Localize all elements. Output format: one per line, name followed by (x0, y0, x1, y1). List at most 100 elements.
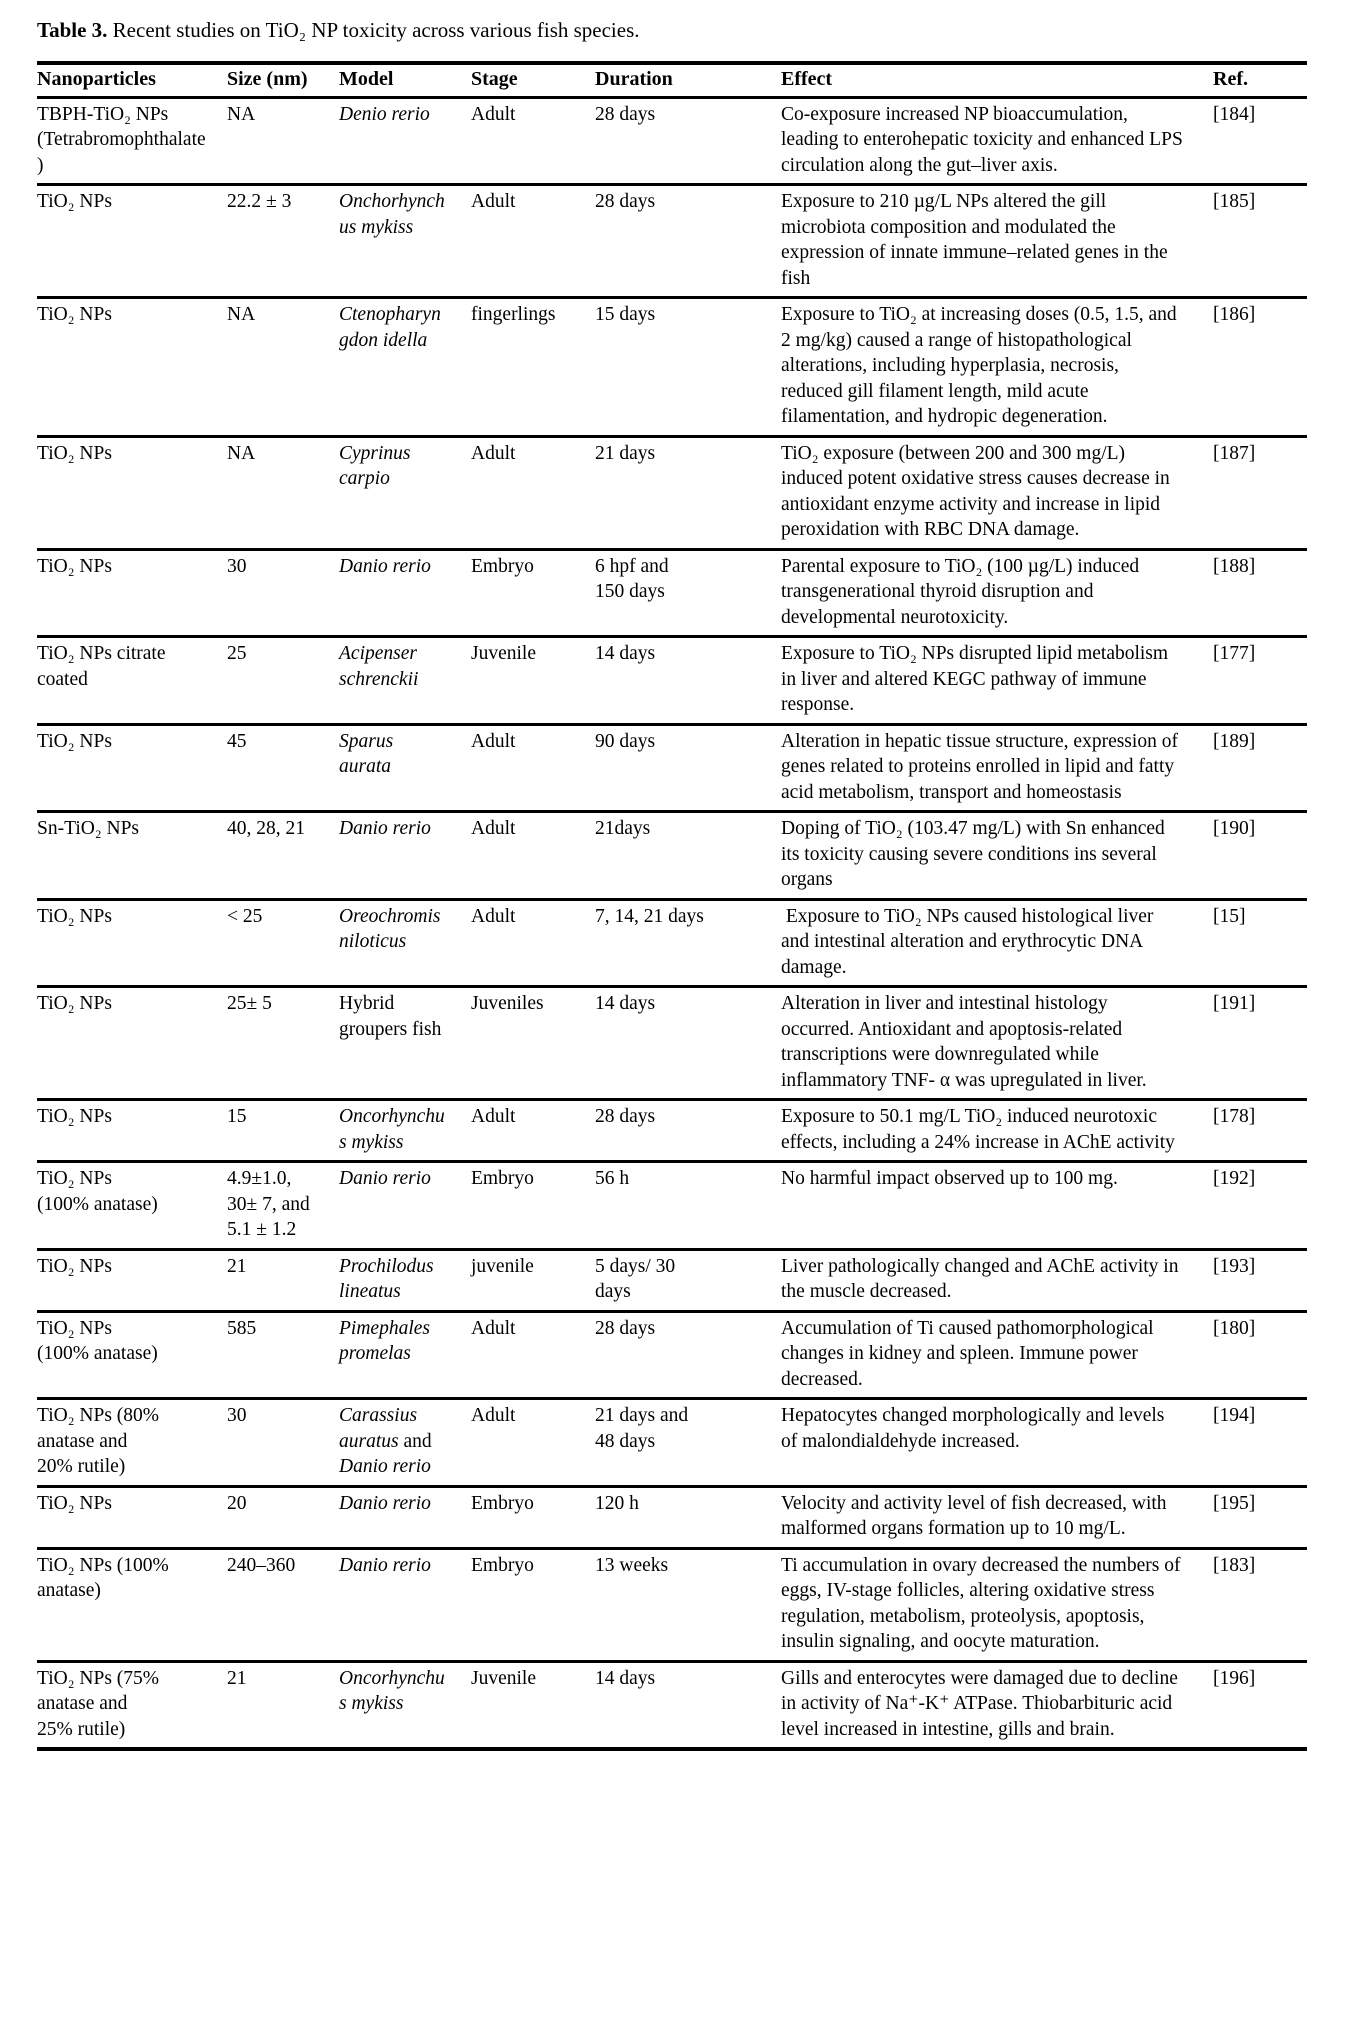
cell-duration: 14 days (595, 1667, 656, 1689)
cell-model: Pimephales promelas (339, 1311, 471, 1399)
cell-stage: juvenile (471, 1255, 534, 1277)
cell-stage: Embryo (471, 555, 534, 577)
cell-ref: [192] (1213, 1168, 1256, 1189)
page: { "title": { "label": "Table 3.", "text"… (0, 16, 1345, 2018)
cell-duration: 7, 14, 21 days (595, 905, 704, 927)
cell-effect: Exposure to TiO₂ at increasing doses (0.… (781, 304, 1182, 427)
cell-stage: Juvenile (471, 1667, 536, 1689)
cell-size: 45 (227, 730, 247, 752)
cell-effect: Ti accumulation in ovary decreased the n… (781, 1554, 1186, 1653)
cell-model: Hybrid groupers fish (339, 987, 471, 1100)
column-header-nanoparticles: Nanoparticles (37, 68, 156, 90)
cell-nanoparticles: TiO₂ NPs (100% anatase) (37, 1317, 158, 1365)
table-row: TiO₂ NPs 21 Prochilodus lineatus juvenile 5 … (37, 1249, 1307, 1311)
species-name: Carassius auratus (339, 1405, 422, 1452)
cell-ref: [190] (1213, 818, 1256, 839)
cell-size: 40, 28, 21 (227, 818, 305, 839)
cell-effect: Velocity and activity level of fish decr… (781, 1492, 1172, 1540)
cell-model: Denio rerio (339, 97, 471, 185)
cell-duration: 28 days (595, 1106, 656, 1127)
cell-effect: Hepatocytes changed morphologically and … (781, 1405, 1170, 1452)
cell-ref: [186] (1213, 304, 1256, 325)
cell-duration: 14 days (595, 993, 656, 1014)
cell-ref: [183] (1213, 1554, 1256, 1576)
cell-duration: 5 days/ 30 days (595, 1255, 676, 1303)
cell-nanoparticles: TiO₂ NPs (37, 442, 112, 464)
species-name: Sparus aurata (339, 730, 399, 778)
cell-duration: 21 days (595, 442, 656, 464)
cell-effect: Accumulation of Ti caused pathomorpholog… (781, 1317, 1159, 1390)
cell-stage: Embryo (471, 1554, 534, 1576)
cell-nanoparticles: TiO₂ NPs (100% anatase) (37, 1168, 158, 1215)
table-row: TiO₂ NPs (80% anatase and 20% rutile) 30 C… (37, 1399, 1307, 1487)
cell-ref: [189] (1213, 730, 1256, 752)
cell-ref: [180] (1213, 1317, 1256, 1339)
cell-stage: Adult (471, 1405, 516, 1426)
species-name: Danio rerio (339, 818, 431, 839)
cell-duration: 21 days and 48 days (595, 1405, 689, 1452)
table-row: TiO₂ NPs 30 Danio rerio Embryo 6 hpf and 150… (37, 549, 1307, 637)
cell-effect: Exposure to TiO₂ NPs caused histological… (781, 905, 1159, 978)
cell-nanoparticles: TiO₂ NPs (37, 993, 112, 1014)
cell-stage: Adult (471, 442, 516, 464)
species-name: Oreochromis niloticus (339, 905, 446, 953)
species-name: Danio rerio (339, 1554, 431, 1576)
cell-effect: Gills and enterocytes were damaged due t… (781, 1667, 1183, 1740)
cell-model: Sparus aurata (339, 724, 471, 812)
cell-ref: [187] (1213, 442, 1256, 464)
cell-stage: Juvenile (471, 643, 536, 664)
cell-nanoparticles: TiO₂ NPs (37, 1106, 112, 1127)
studies-table: Nanoparticles Size (nm) Model Stage Duration… (37, 61, 1307, 1751)
cell-duration: 6 hpf and 150 days (595, 555, 669, 603)
cell-size: NA (227, 442, 256, 464)
table-row: TiO₂ NPs NA Ctenopharyngdon idella fingerli… (37, 298, 1307, 436)
cell-ref: [193] (1213, 1255, 1256, 1277)
cell-size: 30 (227, 555, 247, 577)
cell-duration: 15 days (595, 304, 656, 325)
cell-nanoparticles: TiO₂ NPs (37, 555, 112, 577)
table-row: TiO₂ NPs 22.2 ± 3 Onchorhynchus mykiss Adul… (37, 185, 1307, 298)
cell-size: 20 (227, 1492, 247, 1514)
table-row: TiO₂ NPs citrate coated 25 Acipenser schre… (37, 637, 1307, 725)
cell-size: 21 (227, 1255, 247, 1277)
cell-nanoparticles: TiO₂ NPs (37, 1492, 112, 1514)
cell-model: Oreochromis niloticus (339, 899, 471, 987)
cell-size: 22.2 ± 3 (227, 191, 292, 212)
column-header-model: Model (339, 68, 394, 90)
cell-size: 30 (227, 1405, 247, 1426)
cell-nanoparticles: TiO₂ NPs (37, 730, 112, 752)
cell-ref: [184] (1213, 103, 1256, 125)
table-caption-label: Table 3. (37, 18, 108, 42)
cell-stage: Adult (471, 103, 516, 125)
cell-effect: Co-exposure increased NP bioaccumulation… (781, 103, 1188, 176)
cell-model: Acipenser schrenckii (339, 637, 471, 725)
species-name: Danio rerio (339, 1168, 431, 1189)
cell-size: 15 (227, 1106, 247, 1127)
cell-stage: Adult (471, 905, 516, 927)
cell-model: Danio rerio (339, 549, 471, 637)
cell-ref: [177] (1213, 643, 1256, 664)
cell-size: 21 (227, 1667, 247, 1689)
species-name: Danio rerio (339, 555, 431, 577)
cell-model: Carassius auratus and Danio rerio (339, 1399, 471, 1487)
column-header-ref: Ref. (1213, 68, 1248, 90)
cell-effect: Parental exposure to TiO₂ (100 µg/L) ind… (781, 555, 1145, 628)
table-row: TiO₂ NPs < 25 Oreochromis niloticus Adult 7,… (37, 899, 1307, 987)
cell-effect: TiO₂ exposure (between 200 and 300 mg/L)… (781, 442, 1175, 541)
cell-stage: Adult (471, 191, 516, 212)
table-row: TiO₂ NPs (100% anatase) 240–360 Danio reri… (37, 1548, 1307, 1661)
species-name: Prochilodus lineatus (339, 1255, 439, 1303)
table-row: TiO₂ NPs (75% anatase and 25% rutile) 21 O… (37, 1661, 1307, 1749)
column-header-size: Size (nm) (227, 68, 308, 90)
column-header-effect: Effect (781, 68, 833, 90)
cell-stage: Adult (471, 1317, 516, 1339)
cell-effect: Alteration in liver and intestinal histo… (781, 993, 1147, 1091)
cell-ref: [185] (1213, 191, 1256, 212)
cell-size: NA (227, 103, 256, 125)
table-caption: Table 3. Recent studies on TiO₂ NP toxic… (37, 16, 1315, 44)
table-row: Sn-TiO₂ NPs 40, 28, 21 Danio rerio Adult 21d… (37, 812, 1307, 899)
cell-stage: fingerlings (471, 304, 556, 325)
cell-stage: Adult (471, 1106, 516, 1127)
species-name: Denio rerio (339, 103, 430, 125)
cell-nanoparticles: TiO₂ NPs (80% anatase and 20% rutile) (37, 1405, 160, 1477)
